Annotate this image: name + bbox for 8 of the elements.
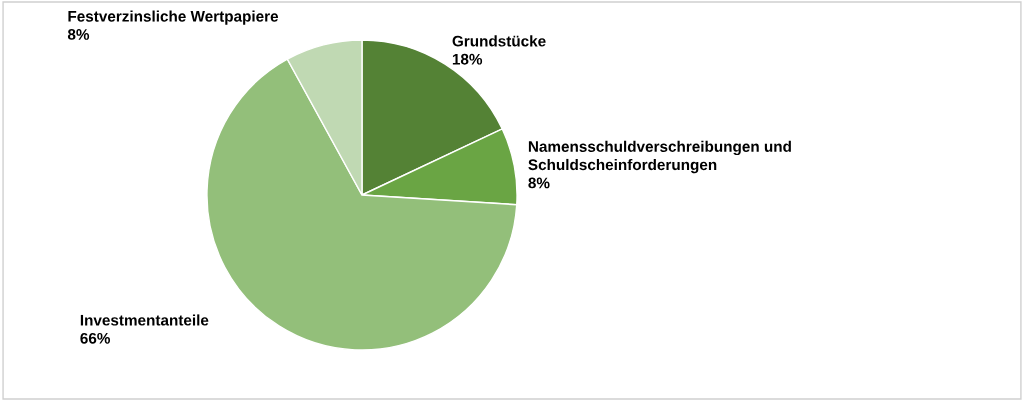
slice-label: Festverzinsliche Wertpapiere — [68, 10, 279, 25]
data-label: 66% — [80, 332, 110, 344]
slice-label: Grundstücke — [452, 35, 546, 47]
data-label: 8% — [67, 29, 90, 40]
data-label: 8% — [528, 177, 550, 189]
data-label: 18% — [452, 53, 483, 65]
slice-label: Investmentanteile — [80, 314, 209, 326]
slice-label: Namensschuldverschreibungen und Schuldscheinforderungen — [528, 140, 791, 174]
